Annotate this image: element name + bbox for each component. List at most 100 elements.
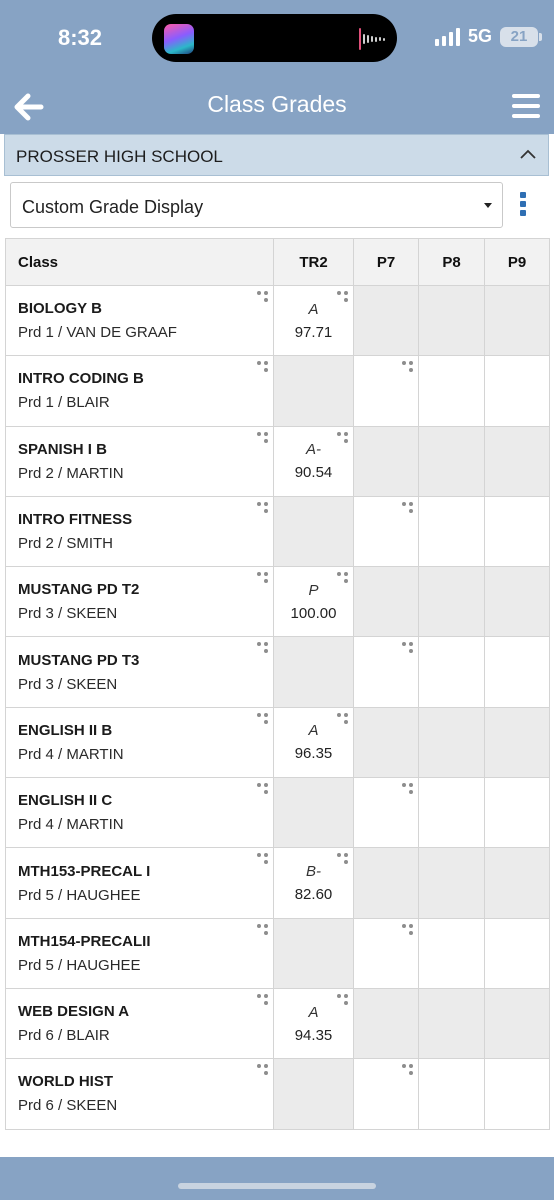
grade-cell-p8[interactable] — [418, 566, 485, 638]
grade-cell-p9[interactable] — [484, 355, 550, 427]
more-options-icon[interactable] — [337, 572, 349, 584]
class-cell[interactable]: WEB DESIGN A Prd 6 / BLAIR — [5, 987, 274, 1060]
kebab-menu-icon[interactable] — [518, 192, 528, 220]
chevron-up-icon[interactable] — [520, 149, 536, 159]
grade-cell-p9[interactable] — [484, 777, 550, 849]
more-options-icon[interactable] — [337, 291, 349, 303]
grade-cell-p7[interactable] — [353, 425, 419, 497]
more-options-icon[interactable] — [257, 993, 269, 1006]
class-cell[interactable]: MTH153-PRECAL I Prd 5 / HAUGHEE — [5, 847, 274, 919]
more-options-icon[interactable] — [257, 923, 269, 936]
grade-cell-tr2[interactable] — [273, 355, 354, 427]
more-options-icon[interactable] — [402, 501, 414, 514]
more-options-icon[interactable] — [337, 431, 349, 444]
grade-cell-p7[interactable] — [353, 706, 419, 779]
grade-cell-p8[interactable] — [418, 355, 485, 427]
school-section-header[interactable]: PROSSER HIGH SCHOOL — [4, 134, 549, 176]
class-cell[interactable]: INTRO CODING B Prd 1 / BLAIR — [5, 355, 274, 427]
course-name: MTH153-PRECAL I — [18, 862, 151, 880]
column-header-class[interactable]: Class — [5, 238, 274, 286]
class-cell[interactable]: ENGLISH II B Prd 4 / MARTIN — [5, 706, 274, 779]
grade-cell-tr2[interactable] — [273, 917, 354, 989]
grade-cell-p7[interactable] — [353, 495, 419, 568]
more-options-icon[interactable] — [337, 712, 349, 725]
grade-cell-p8[interactable] — [418, 847, 485, 919]
grade-cell-tr2[interactable]: P 100.00 — [273, 566, 354, 638]
table-header-row: Class TR2 P7 P8 P9 — [5, 238, 550, 286]
hamburger-menu-icon[interactable] — [512, 94, 540, 120]
grade-cell-tr2[interactable] — [273, 777, 354, 849]
grade-cell-tr2[interactable]: A- 90.54 — [273, 425, 354, 497]
grade-cell-p8[interactable] — [418, 495, 485, 568]
grade-cell-p8[interactable] — [418, 706, 485, 779]
grade-cell-tr2[interactable]: A 97.71 — [273, 284, 354, 357]
class-cell[interactable]: SPANISH I B Prd 2 / MARTIN — [5, 425, 274, 497]
grade-cell-p9[interactable] — [484, 847, 550, 919]
grade-cell-tr2[interactable] — [273, 636, 354, 708]
more-options-icon[interactable] — [402, 923, 414, 936]
cell-signal-icon — [434, 27, 460, 46]
class-cell[interactable]: MUSTANG PD T3 Prd 3 / SKEEN — [5, 636, 274, 708]
grade-cell-tr2[interactable]: A 96.35 — [273, 706, 354, 779]
grade-cell-p8[interactable] — [418, 284, 485, 357]
more-options-icon[interactable] — [337, 993, 349, 1006]
home-indicator[interactable] — [178, 1183, 376, 1189]
grade-display-select[interactable]: Custom Grade Display — [10, 182, 503, 228]
more-options-icon[interactable] — [402, 1064, 414, 1076]
column-header-p8[interactable]: P8 — [418, 238, 485, 286]
grade-cell-p9[interactable] — [484, 636, 550, 708]
grade-cell-p8[interactable] — [418, 777, 485, 849]
grade-cell-p8[interactable] — [418, 987, 485, 1060]
grade-cell-p9[interactable] — [484, 284, 550, 357]
grade-cell-p9[interactable] — [484, 987, 550, 1060]
grade-cell-p7[interactable] — [353, 917, 419, 989]
grade-cell-p9[interactable] — [484, 917, 550, 989]
more-options-icon[interactable] — [257, 853, 269, 865]
grade-cell-p7[interactable] — [353, 566, 419, 638]
grade-cell-p9[interactable] — [484, 1058, 550, 1130]
more-options-icon[interactable] — [257, 1064, 269, 1076]
grade-cell-p7[interactable] — [353, 355, 419, 427]
grade-cell-p8[interactable] — [418, 917, 485, 989]
more-options-icon[interactable] — [257, 431, 269, 444]
more-options-icon[interactable] — [257, 642, 269, 654]
class-cell[interactable]: MUSTANG PD T2 Prd 3 / SKEEN — [5, 566, 274, 638]
grade-cell-p9[interactable] — [484, 706, 550, 779]
column-header-p9[interactable]: P9 — [484, 238, 550, 286]
more-options-icon[interactable] — [257, 361, 269, 373]
grade-cell-p9[interactable] — [484, 566, 550, 638]
more-options-icon[interactable] — [402, 783, 414, 795]
more-options-icon[interactable] — [257, 572, 269, 584]
grade-cell-p8[interactable] — [418, 636, 485, 708]
class-cell[interactable]: MTH154-PRECALII Prd 5 / HAUGHEE — [5, 917, 274, 989]
class-cell[interactable]: WORLD HIST Prd 6 / SKEEN — [5, 1058, 274, 1130]
more-options-icon[interactable] — [257, 291, 269, 303]
grade-cell-p9[interactable] — [484, 495, 550, 568]
more-options-icon[interactable] — [257, 501, 269, 514]
more-options-icon[interactable] — [337, 853, 349, 865]
grade-cell-p7[interactable] — [353, 987, 419, 1060]
grade-cell-p7[interactable] — [353, 777, 419, 849]
grade-cell-p7[interactable] — [353, 284, 419, 357]
grade-cell-p7[interactable] — [353, 847, 419, 919]
column-header-p7[interactable]: P7 — [353, 238, 419, 286]
column-header-tr2[interactable]: TR2 — [273, 238, 354, 286]
class-cell[interactable]: BIOLOGY B Prd 1 / VAN DE GRAAF — [5, 284, 274, 357]
more-options-icon[interactable] — [402, 361, 414, 373]
back-arrow-icon[interactable] — [14, 92, 44, 122]
more-options-icon[interactable] — [402, 642, 414, 654]
more-options-icon[interactable] — [257, 712, 269, 725]
class-cell[interactable]: ENGLISH II C Prd 4 / MARTIN — [5, 777, 274, 849]
grade-cell-p9[interactable] — [484, 425, 550, 497]
grade-cell-tr2[interactable]: A 94.35 — [273, 987, 354, 1060]
grade-cell-p7[interactable] — [353, 1058, 419, 1130]
more-options-icon[interactable] — [257, 783, 269, 795]
period-teacher: Prd 2 / SMITH — [18, 535, 114, 553]
grade-cell-tr2[interactable]: B- 82.60 — [273, 847, 354, 919]
grade-cell-tr2[interactable] — [273, 495, 354, 568]
grade-cell-p7[interactable] — [353, 636, 419, 708]
grade-cell-p8[interactable] — [418, 425, 485, 497]
grade-cell-p8[interactable] — [418, 1058, 485, 1130]
grade-cell-tr2[interactable] — [273, 1058, 354, 1130]
class-cell[interactable]: INTRO FITNESS Prd 2 / SMITH — [5, 495, 274, 568]
